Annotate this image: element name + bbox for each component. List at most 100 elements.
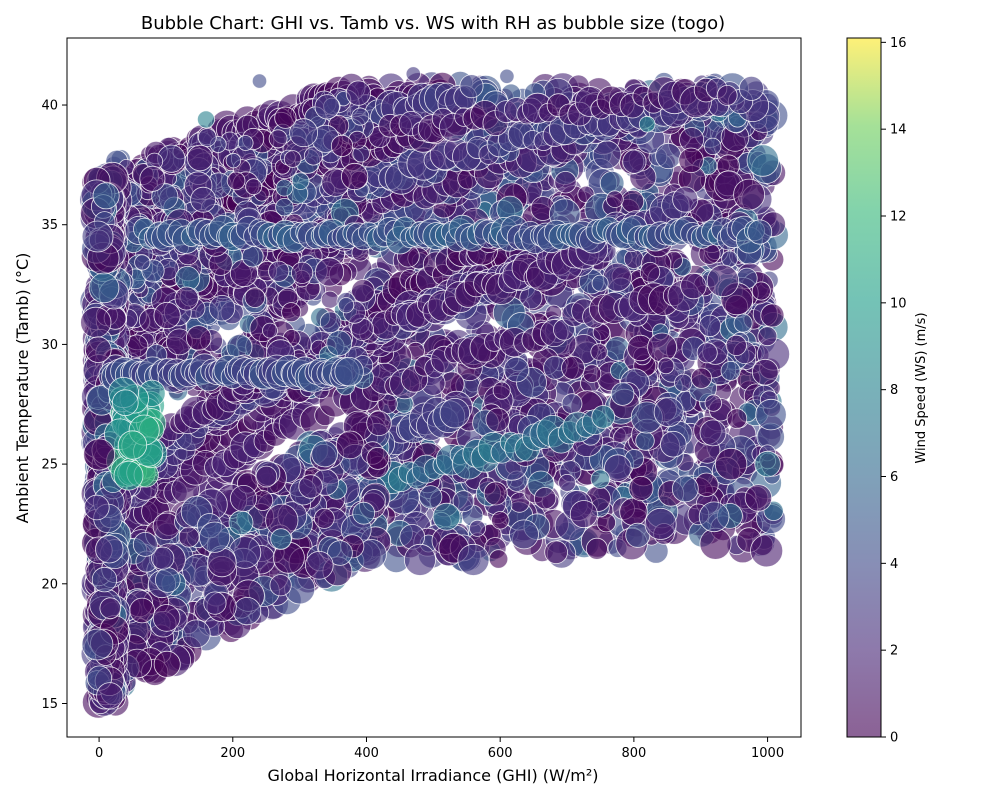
data-point <box>153 301 181 330</box>
data-point <box>418 485 443 509</box>
data-point <box>591 274 609 292</box>
data-point <box>606 190 624 209</box>
data-point <box>725 334 747 356</box>
data-point <box>585 537 608 560</box>
data-point <box>152 604 181 632</box>
data-point <box>647 332 677 363</box>
data-point <box>591 405 615 429</box>
data-point <box>760 303 785 328</box>
data-point <box>569 500 598 529</box>
data-point <box>335 430 365 460</box>
data-point <box>330 134 354 157</box>
data-point <box>345 80 371 106</box>
data-point <box>185 325 212 351</box>
data-point <box>268 260 290 282</box>
data-point <box>721 250 738 268</box>
data-point <box>270 528 292 550</box>
data-point <box>704 137 722 156</box>
data-point <box>635 431 655 451</box>
data-point <box>751 358 779 386</box>
data-point <box>714 447 748 481</box>
data-point <box>190 186 217 213</box>
data-point <box>203 591 227 615</box>
data-point <box>233 596 262 626</box>
data-point <box>313 508 335 529</box>
data-point <box>720 360 741 381</box>
data-point <box>208 295 236 322</box>
data-point <box>281 302 302 323</box>
data-point <box>706 264 740 298</box>
data-point <box>610 382 635 406</box>
data-point <box>533 487 557 510</box>
data-point <box>439 398 471 429</box>
data-point <box>704 394 723 412</box>
data-point <box>139 165 166 192</box>
data-point <box>226 171 246 191</box>
data-point <box>699 527 732 560</box>
data-point <box>366 410 392 437</box>
data-point <box>699 419 727 447</box>
data-point <box>672 186 699 213</box>
data-point <box>733 178 765 211</box>
data-point <box>696 342 718 364</box>
data-point <box>659 430 687 458</box>
data-point <box>304 550 334 580</box>
data-point <box>746 144 780 177</box>
data-point <box>590 343 608 361</box>
data-point <box>132 532 158 557</box>
data-point <box>153 650 181 678</box>
data-point <box>655 142 682 170</box>
data-point <box>509 519 539 550</box>
data-point <box>680 272 707 300</box>
data-point <box>657 357 675 375</box>
data-point <box>698 314 722 338</box>
data-point <box>314 94 340 120</box>
data-point <box>503 356 530 383</box>
data-point <box>488 549 509 569</box>
data-point <box>225 152 242 169</box>
data-point <box>275 179 294 197</box>
data-point <box>262 322 278 339</box>
data-point <box>337 297 355 314</box>
data-point <box>751 281 771 301</box>
data-point <box>726 408 748 429</box>
data-point <box>492 381 511 400</box>
data-point <box>757 326 778 347</box>
data-point <box>750 534 784 568</box>
data-point <box>228 510 254 536</box>
data-point <box>459 74 484 99</box>
data-point <box>314 257 345 287</box>
data-point <box>186 144 214 172</box>
data-point <box>544 540 568 564</box>
data-point <box>255 465 278 488</box>
data-point <box>155 567 181 593</box>
data-point <box>628 475 654 501</box>
data-point <box>290 261 314 284</box>
data-point <box>622 149 647 174</box>
data-point <box>639 262 661 283</box>
data-point <box>716 85 738 106</box>
data-point <box>619 497 648 527</box>
data-point <box>340 162 369 191</box>
data-point <box>174 286 199 311</box>
bubble-layer <box>79 66 791 719</box>
data-point <box>351 107 370 126</box>
data-point <box>485 407 510 433</box>
data-point <box>182 619 211 649</box>
data-point <box>561 355 585 380</box>
data-point <box>468 519 486 537</box>
data-point <box>558 473 576 492</box>
data-point <box>199 521 231 553</box>
data-point <box>653 397 684 428</box>
data-point <box>274 106 297 129</box>
data-point <box>620 189 645 213</box>
data-point <box>561 393 583 415</box>
data-point <box>483 481 508 506</box>
data-point <box>755 398 787 431</box>
data-point <box>738 75 764 101</box>
data-point <box>582 364 602 383</box>
data-point <box>283 150 302 168</box>
data-point <box>694 472 719 497</box>
data-point <box>432 502 461 531</box>
